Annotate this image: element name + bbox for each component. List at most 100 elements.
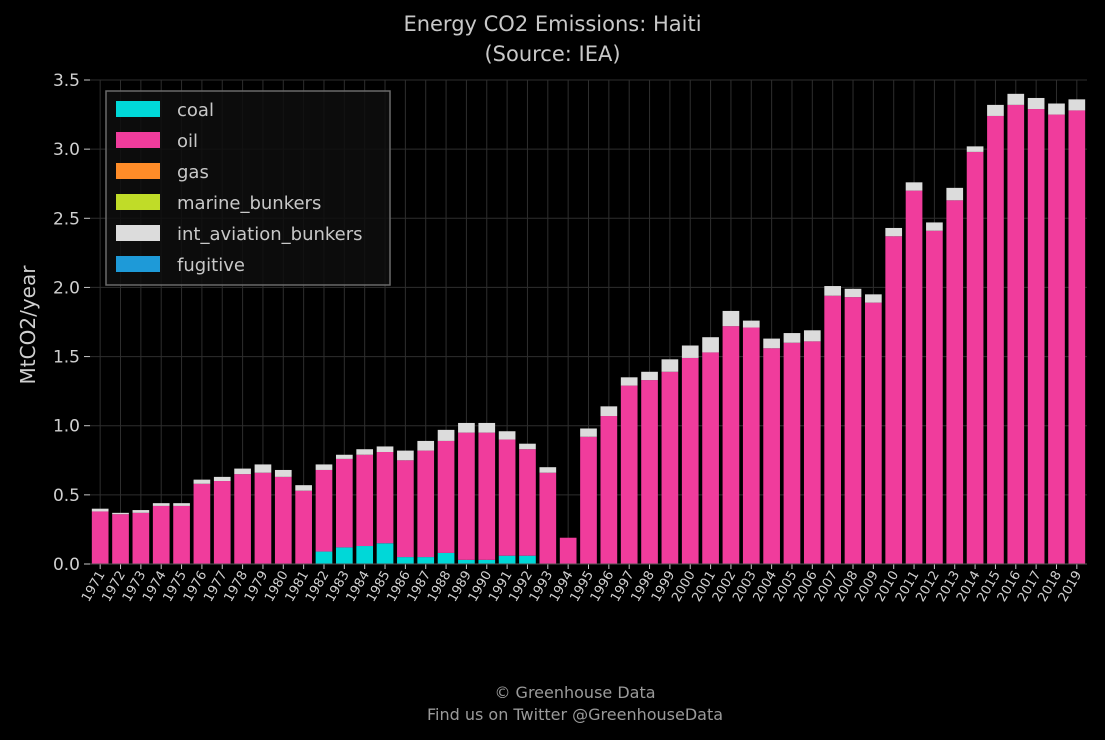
bar-oil-1977: [213, 481, 231, 564]
bar-oil-2004: [763, 348, 780, 564]
bar-coal-1983: [335, 547, 353, 564]
bar-oil-2016: [1007, 104, 1025, 565]
bar-oil-1971: [91, 511, 109, 564]
bar-oil-1984: [356, 454, 374, 547]
y-tick-label: 1.5: [53, 348, 80, 368]
bar-int_aviation_bunkers-1986: [397, 450, 414, 461]
bar-int_aviation_bunkers-1979: [254, 464, 272, 473]
bar-int_aviation_bunkers-2019: [1068, 99, 1086, 111]
bar-int_aviation_bunkers-2017: [1027, 97, 1045, 110]
bar-coal-1990: [478, 559, 496, 564]
bar-int_aviation_bunkers-2015: [987, 104, 1004, 116]
bar-int_aviation_bunkers-2004: [763, 338, 780, 349]
legend-label-gas: gas: [177, 162, 209, 183]
bar-int_aviation_bunkers-2008: [844, 288, 862, 298]
legend-swatch-coal: [116, 101, 160, 117]
bar-coal-1984: [356, 546, 374, 564]
bar-int_aviation_bunkers-1997: [620, 377, 638, 386]
bar-int_aviation_bunkers-2018: [1048, 103, 1065, 115]
bar-oil-2011: [905, 190, 923, 564]
bar-oil-1976: [193, 483, 211, 564]
bar-oil-2010: [885, 236, 903, 564]
bar-oil-2014: [966, 151, 984, 564]
legend-label-fugitive: fugitive: [177, 255, 245, 276]
bar-int_aviation_bunkers-1976: [193, 479, 211, 484]
bar-int_aviation_bunkers-1981: [295, 485, 312, 491]
bar-int_aviation_bunkers-2001: [702, 337, 719, 353]
bar-int_aviation_bunkers-1988: [437, 429, 455, 441]
bar-int_aviation_bunkers-2011: [905, 182, 923, 191]
bar-oil-1979: [254, 472, 272, 564]
bar-coal-1991: [498, 555, 516, 564]
bar-oil-2015: [987, 115, 1004, 564]
bar-int_aviation_bunkers-2006: [803, 330, 821, 342]
bar-oil-2017: [1027, 109, 1045, 564]
chart-title: Energy CO2 Emissions: Haiti: [403, 12, 702, 36]
bar-oil-1998: [641, 380, 658, 564]
bar-oil-1975: [173, 505, 190, 564]
bar-int_aviation_bunkers-1993: [539, 467, 557, 473]
bar-coal-1987: [417, 557, 435, 564]
bar-oil-2003: [742, 327, 760, 564]
bar-oil-1992: [519, 449, 536, 556]
bar-oil-1985: [376, 451, 394, 544]
bar-oil-1974: [152, 505, 170, 564]
bar-int_aviation_bunkers-1987: [417, 440, 435, 451]
bar-int_aviation_bunkers-1989: [458, 422, 475, 433]
bar-oil-2018: [1048, 114, 1065, 565]
y-tick-label: 2.0: [53, 278, 80, 298]
bar-coal-1982: [315, 551, 333, 564]
bar-oil-1981: [295, 490, 312, 564]
bar-oil-2009: [865, 302, 882, 564]
bar-int_aviation_bunkers-1999: [661, 359, 679, 372]
bar-int_aviation_bunkers-1980: [274, 469, 292, 477]
bar-oil-2000: [681, 357, 699, 564]
bar-coal-1988: [437, 552, 455, 564]
legend-label-marine_bunkers: marine_bunkers: [177, 193, 321, 214]
y-tick-label: 0.5: [53, 486, 80, 506]
bar-int_aviation_bunkers-1983: [335, 454, 353, 459]
bar-oil-1995: [580, 436, 597, 564]
bar-oil-1989: [458, 432, 475, 560]
bar-int_aviation_bunkers-1984: [356, 449, 374, 455]
bar-int_aviation_bunkers-1991: [498, 431, 516, 440]
legend: coal oil gas marine_bunkers int_aviation_bun…: [105, 90, 391, 286]
bar-coal-1985: [376, 543, 394, 564]
bar-oil-2012: [926, 230, 943, 564]
bar-int_aviation_bunkers-2009: [865, 294, 882, 303]
bar-int_aviation_bunkers-2010: [885, 227, 903, 237]
bar-int_aviation_bunkers-2000: [681, 345, 699, 358]
bar-oil-1972: [112, 514, 129, 564]
bar-int_aviation_bunkers-1998: [641, 371, 658, 381]
bar-int_aviation_bunkers-2014: [966, 146, 984, 152]
bar-oil-2007: [824, 295, 842, 564]
bar-oil-1986: [397, 460, 414, 558]
bar-oil-1996: [600, 416, 618, 564]
bar-int_aviation_bunkers-1975: [173, 503, 190, 506]
bar-int_aviation_bunkers-1996: [600, 406, 618, 417]
legend-box: [105, 90, 391, 286]
legend-swatch-gas: [116, 163, 160, 179]
bar-int_aviation_bunkers-1990: [478, 422, 496, 433]
bar-coal-1986: [397, 557, 414, 564]
bar-oil-1994: [559, 537, 577, 564]
bar-int_aviation_bunkers-1995: [580, 428, 597, 437]
legend-swatch-fugitive: [116, 256, 160, 272]
bar-int_aviation_bunkers-1973: [132, 510, 150, 513]
bar-oil-2013: [946, 200, 964, 564]
legend-swatch-int_aviation_bunkers: [116, 225, 160, 241]
bar-oil-1988: [437, 440, 455, 553]
bar-series: [91, 93, 1086, 565]
bar-oil-2019: [1068, 110, 1086, 565]
legend-swatch-oil: [116, 132, 160, 148]
bar-oil-1978: [234, 474, 251, 564]
bar-oil-1990: [478, 432, 496, 560]
twitter-text: Find us on Twitter @GreenhouseData: [426, 705, 724, 724]
bar-int_aviation_bunkers-2002: [722, 310, 740, 327]
bar-int_aviation_bunkers-1972: [112, 512, 129, 515]
legend-label-int_aviation_bunkers: int_aviation_bunkers: [177, 224, 363, 245]
bar-oil-1999: [661, 371, 679, 564]
bar-int_aviation_bunkers-1974: [152, 503, 170, 506]
bar-oil-1991: [498, 439, 516, 556]
